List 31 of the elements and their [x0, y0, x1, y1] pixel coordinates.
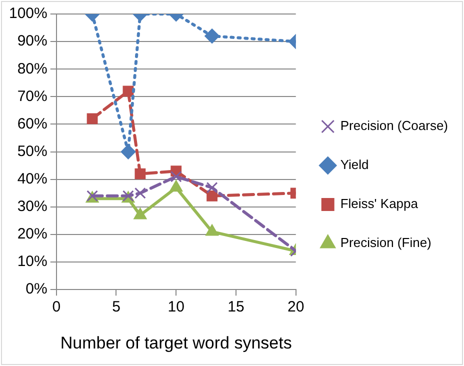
x-tick-label: 10: [168, 298, 184, 316]
point: [120, 144, 136, 160]
point: [205, 224, 219, 236]
y-tick-label: 40%: [17, 170, 48, 188]
legend-label: Yield: [340, 157, 369, 172]
point: [134, 187, 146, 199]
y-tick-label: 20%: [17, 226, 48, 243]
y-tick-label: 60%: [17, 115, 48, 132]
point: [170, 180, 183, 192]
point: [134, 168, 146, 180]
x-tick-label: 5: [112, 298, 120, 316]
y-tick-label: 30%: [17, 198, 48, 216]
y-tick-label: 90%: [17, 32, 48, 50]
y-tick-label: 70%: [17, 88, 48, 105]
x-tick-label: 20: [288, 298, 304, 316]
y-tick-label: 50%: [17, 142, 48, 160]
legend-label: Precision (Coarse): [340, 118, 448, 134]
x-tick-label: 15: [228, 298, 244, 316]
y-tick-label: 0%: [26, 280, 48, 298]
point: [206, 182, 218, 194]
legend-label: Precision (Fine): [340, 235, 432, 250]
y-tick-label: 10%: [17, 253, 48, 270]
y-tick-label: 100%: [8, 5, 48, 22]
legend-label: Fleiss' Kappa: [340, 196, 419, 212]
y-tick-label: 80%: [17, 60, 48, 78]
x-tick-label: 0: [52, 298, 61, 316]
point: [170, 170, 182, 182]
point: [86, 113, 98, 124]
point: [206, 190, 218, 202]
point: [134, 208, 147, 220]
x-axis-title: Number of target word synsets: [60, 333, 292, 352]
